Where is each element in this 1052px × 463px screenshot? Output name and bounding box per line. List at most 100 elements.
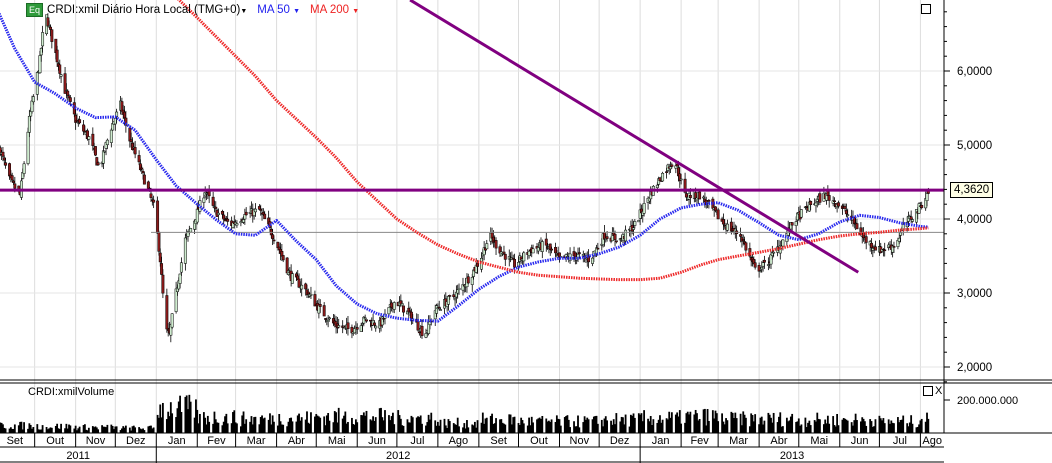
volume-bar — [537, 418, 540, 433]
volume-bar — [250, 416, 253, 433]
candle-down — [297, 278, 301, 288]
candle-down — [68, 97, 72, 102]
volume-bar — [430, 412, 433, 433]
month-label: Dez — [126, 435, 146, 447]
volume-bar — [224, 416, 226, 433]
candle-up — [47, 25, 51, 27]
volume-bar — [721, 413, 723, 433]
candle-up — [642, 203, 646, 214]
volume-bar — [762, 424, 764, 433]
volume-bar — [307, 422, 310, 433]
volume-bar — [466, 420, 468, 433]
last-price-label: 4,3620 — [950, 182, 994, 198]
candle-down — [892, 246, 896, 248]
volume-bar — [213, 411, 216, 433]
volume-bar — [582, 422, 585, 433]
volume-bar — [310, 412, 312, 433]
year-label: 2013 — [780, 450, 804, 462]
volume-bar — [239, 426, 242, 433]
volume-bar — [684, 422, 686, 433]
month-label: Jan — [168, 435, 186, 447]
volume-bar — [212, 423, 215, 433]
candle-down — [614, 240, 618, 243]
candle-up — [591, 257, 594, 264]
candle-up — [846, 214, 850, 216]
volume-bar — [393, 424, 396, 433]
volume-bar — [742, 411, 745, 433]
volume-bar — [910, 415, 913, 433]
volume-bar — [612, 419, 615, 433]
volume-bar — [846, 420, 849, 433]
candle-down — [716, 209, 720, 220]
symbol-dropdown[interactable]: CRDI:xmil Diário Hora Local (TMG+0)▼ — [47, 4, 247, 16]
volume-bar — [411, 417, 414, 433]
volume-bar — [529, 425, 532, 433]
volume-bar — [234, 422, 237, 433]
volume-bar — [521, 420, 524, 433]
volume-bar — [624, 414, 627, 433]
candle-up — [794, 221, 798, 226]
volume-bar — [565, 416, 568, 433]
candle-down — [1, 151, 5, 157]
month-label: Ago — [449, 435, 469, 447]
volume-bar — [898, 422, 901, 433]
volume-bar — [508, 414, 511, 433]
volume-bar — [0, 422, 3, 433]
candle-down — [13, 183, 17, 189]
close-volume-icon[interactable]: X — [935, 385, 943, 397]
volume-bar — [920, 418, 923, 433]
candle-down — [554, 247, 557, 254]
volume-bar — [225, 413, 228, 433]
volume-bar — [11, 428, 14, 433]
candle-down — [513, 259, 516, 268]
volume-bar — [66, 428, 69, 433]
volume-bar — [398, 415, 401, 433]
volume-bar — [271, 415, 274, 433]
month-label: Jul — [410, 435, 424, 447]
volume-bar — [282, 424, 285, 433]
volume-bar — [739, 413, 742, 433]
candle-up — [453, 298, 457, 301]
candle-down — [416, 321, 420, 331]
candle-down — [211, 196, 215, 206]
volume-bar — [221, 425, 224, 433]
candle-down — [827, 195, 831, 201]
volume-bar — [548, 420, 550, 433]
candle-down — [365, 319, 368, 322]
maximize-volume-icon[interactable] — [923, 386, 933, 396]
candle-up — [101, 150, 105, 164]
volume-bar — [871, 426, 874, 433]
volume-bar — [28, 423, 31, 433]
candle-down — [420, 325, 424, 336]
volume-bar — [632, 413, 635, 433]
candle-down — [809, 200, 813, 205]
volume-bar — [566, 415, 569, 433]
volume-bar — [78, 426, 81, 433]
candle-down — [683, 178, 687, 193]
volume-bar — [130, 430, 133, 433]
volume-bar — [443, 418, 446, 433]
volume-bar — [902, 415, 905, 433]
volume-bar — [222, 421, 225, 433]
candle-up — [911, 219, 914, 222]
volume-bar — [142, 428, 144, 433]
volume-bar — [139, 428, 142, 433]
volume-bar — [881, 420, 883, 433]
maximize-icon[interactable] — [921, 4, 931, 14]
candle-up — [439, 309, 442, 311]
volume-bar — [421, 423, 423, 433]
volume-bar — [677, 416, 680, 433]
candle-down — [82, 124, 86, 132]
volume-bar — [314, 416, 316, 433]
ma50-dropdown[interactable]: MA 50 ▼ — [257, 4, 300, 16]
year-label: 2011 — [66, 450, 90, 462]
volume-bar — [517, 423, 520, 433]
volume-bar — [19, 421, 22, 433]
volume-bar — [874, 419, 877, 433]
volume-bar — [685, 413, 688, 433]
candle-down — [855, 223, 859, 230]
ma200-dropdown[interactable]: MA 200 ▼ — [310, 4, 359, 16]
volume-bar — [167, 411, 170, 433]
volume-bar — [485, 417, 488, 433]
